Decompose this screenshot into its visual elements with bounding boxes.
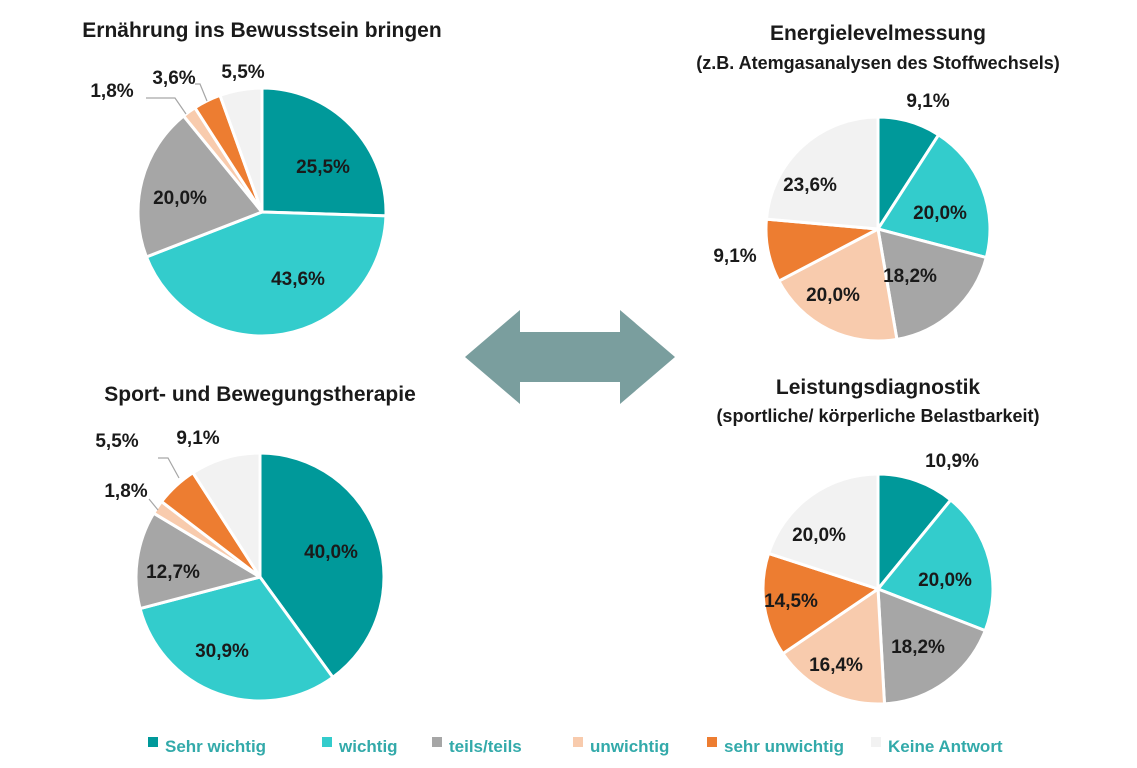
legend-swatch	[871, 737, 881, 747]
pie-chart-energielevel: Energielevelmessung (z.B. Atemgasanalyse…	[696, 22, 1060, 343]
pie-slice-keine-antwort	[764, 115, 880, 231]
leader-line	[195, 83, 208, 102]
legend-label: unwichtig	[590, 737, 669, 756]
data-label: 9,1%	[906, 91, 949, 112]
pie-slice-wichtig	[876, 133, 992, 260]
pie-slice-wichtig	[138, 575, 335, 703]
data-label: 1,8%	[90, 81, 133, 102]
data-label: 25,5%	[296, 157, 350, 178]
pie-chart-sport: Sport- und Bewegungstherapie 40,0% 30,9% 1…	[95, 383, 416, 703]
data-label: 18,2%	[883, 266, 937, 287]
pie-slice-teils-teils	[136, 114, 264, 259]
data-label: 9,1%	[176, 428, 219, 449]
legend-label: Sehr wichtig	[165, 737, 266, 756]
legend-label: wichtig	[338, 737, 398, 756]
leader-line	[158, 457, 180, 479]
legend: Sehr wichtig wichtig teils/teils unwichtig s…	[148, 737, 1003, 756]
leader-line	[146, 97, 187, 115]
data-label: 20,0%	[918, 570, 972, 591]
data-label: 1,8%	[104, 481, 147, 502]
legend-swatch	[573, 737, 583, 747]
pie-slice-keine-antwort	[218, 86, 264, 214]
legend-swatch	[432, 737, 442, 747]
chart-subtitle: (z.B. Atemgasanalysen des Stoffwechsels)	[696, 53, 1059, 73]
pie-slice-sehr-wichtig	[260, 86, 388, 218]
pie-slice-wichtig	[144, 210, 388, 338]
data-label: 3,6%	[152, 68, 195, 89]
leader-line	[148, 498, 159, 511]
pie-slice-sehr-wichtig	[876, 472, 953, 591]
data-label: 10,9%	[925, 451, 979, 472]
legend-swatch	[707, 737, 717, 747]
chart-title: Leistungsdiagnostik	[776, 376, 981, 399]
data-label: 12,7%	[146, 562, 200, 583]
pie-slice-unwichtig	[781, 587, 886, 706]
chart-title: Ernährung ins Bewusstsein bringen	[82, 19, 441, 42]
legend-label: sehr unwichtig	[724, 737, 844, 756]
pie-chart-leistungsdiagnostik: Leistungsdiagnostik (sportliche/ körperl…	[716, 376, 1040, 706]
data-label: 5,5%	[221, 62, 264, 83]
pie-slice-teils-teils	[876, 227, 988, 341]
data-label: 20,0%	[153, 188, 207, 209]
data-label: 43,6%	[271, 269, 325, 290]
pie-chart-ernaehrung: Ernährung ins Bewusstsein bringen 25,5% 4…	[82, 19, 442, 338]
pie-slice-sehr-wichtig	[258, 451, 386, 679]
data-label: 16,4%	[809, 655, 863, 676]
data-label: 30,9%	[195, 641, 249, 662]
data-label: 23,6%	[783, 175, 837, 196]
data-label: 18,2%	[891, 637, 945, 658]
pie-slice-sehr-unwichtig	[761, 551, 880, 656]
legend-swatch	[148, 737, 158, 747]
pie-slice-keine-antwort	[191, 451, 262, 579]
data-label: 9,1%	[713, 246, 756, 267]
data-label: 40,0%	[304, 542, 358, 563]
data-label: 20,0%	[806, 285, 860, 306]
legend-swatch	[322, 737, 332, 747]
chart-title: Sport- und Bewegungstherapie	[104, 383, 416, 406]
pie-slice-wichtig	[876, 498, 995, 633]
double-arrow-icon	[465, 310, 675, 404]
data-label: 5,5%	[95, 431, 138, 452]
data-label: 20,0%	[792, 525, 846, 546]
legend-label: teils/teils	[449, 737, 522, 756]
legend-label: Keine Antwort	[888, 737, 1003, 756]
pie-slice-teils-teils	[134, 511, 262, 611]
chart-title: Energielevelmessung	[770, 22, 986, 45]
chart-subtitle: (sportliche/ körperliche Belastbarkeit)	[716, 406, 1039, 426]
data-label: 20,0%	[913, 203, 967, 224]
pie-slice-keine-antwort	[767, 472, 880, 591]
data-label: 14,5%	[764, 591, 818, 612]
pie-slice-teils-teils	[876, 587, 987, 706]
pie-slice-unwichtig	[777, 227, 899, 343]
